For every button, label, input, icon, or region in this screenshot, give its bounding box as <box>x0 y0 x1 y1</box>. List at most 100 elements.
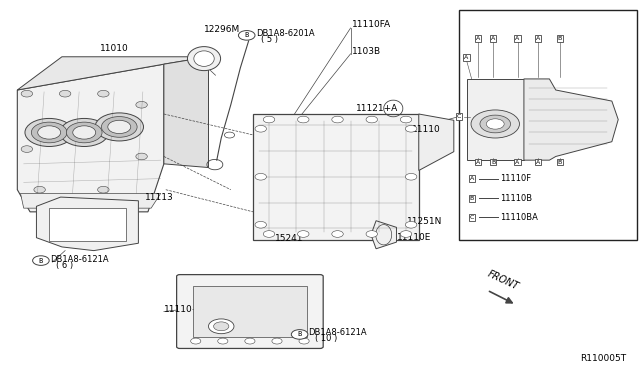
Circle shape <box>366 231 378 237</box>
Circle shape <box>291 330 308 339</box>
Circle shape <box>225 132 235 138</box>
Circle shape <box>38 126 61 139</box>
Text: B: B <box>470 196 474 201</box>
Text: A: A <box>476 36 480 41</box>
Circle shape <box>400 231 412 237</box>
Circle shape <box>21 90 33 97</box>
Polygon shape <box>17 64 164 212</box>
Circle shape <box>471 110 520 138</box>
Text: 11010: 11010 <box>100 44 129 53</box>
Circle shape <box>60 90 71 97</box>
Text: C: C <box>470 215 474 220</box>
Bar <box>459 10 637 240</box>
Circle shape <box>95 113 143 141</box>
Circle shape <box>272 338 282 344</box>
Circle shape <box>366 116 378 123</box>
Polygon shape <box>20 193 161 208</box>
Polygon shape <box>419 114 454 170</box>
Polygon shape <box>17 57 209 90</box>
Circle shape <box>486 119 504 129</box>
Circle shape <box>480 115 511 133</box>
Polygon shape <box>36 197 138 251</box>
Text: B: B <box>557 36 562 41</box>
Circle shape <box>136 102 147 108</box>
Circle shape <box>101 116 137 137</box>
Circle shape <box>136 153 147 160</box>
Text: 11251N: 11251N <box>407 217 443 226</box>
FancyBboxPatch shape <box>177 275 323 349</box>
Text: 11128: 11128 <box>196 314 225 324</box>
Text: A: A <box>536 160 540 164</box>
Circle shape <box>191 338 201 344</box>
Text: 11110E: 11110E <box>396 233 431 242</box>
Circle shape <box>263 116 275 123</box>
Circle shape <box>255 125 266 132</box>
Text: A: A <box>470 176 474 181</box>
Circle shape <box>245 338 255 344</box>
Text: B: B <box>491 160 495 164</box>
Polygon shape <box>371 221 396 249</box>
Text: 11121+A: 11121+A <box>356 104 399 113</box>
Text: DB1A8-6121A: DB1A8-6121A <box>308 328 367 337</box>
Text: A: A <box>476 160 480 164</box>
Text: 11110FA: 11110FA <box>352 20 391 29</box>
Text: B: B <box>298 331 301 337</box>
Text: 11110F: 11110F <box>500 174 531 183</box>
Text: B: B <box>557 160 562 164</box>
Circle shape <box>214 322 229 331</box>
Text: 11012G: 11012G <box>274 133 310 142</box>
Circle shape <box>67 122 102 143</box>
Text: C: C <box>457 114 461 119</box>
FancyBboxPatch shape <box>253 114 419 240</box>
Text: DB1A8-6121A: DB1A8-6121A <box>50 254 108 264</box>
Circle shape <box>299 338 309 344</box>
Circle shape <box>255 173 266 180</box>
Circle shape <box>298 231 309 237</box>
Text: DB1A8-6201A: DB1A8-6201A <box>256 29 315 38</box>
Circle shape <box>31 122 67 143</box>
Circle shape <box>332 116 343 123</box>
Text: A: A <box>515 36 520 41</box>
Circle shape <box>263 231 275 237</box>
Text: 11110B: 11110B <box>500 194 532 203</box>
Circle shape <box>218 338 228 344</box>
Circle shape <box>98 186 109 193</box>
Text: A: A <box>491 36 495 41</box>
Text: ( 5 ): ( 5 ) <box>261 35 278 44</box>
Text: 15241: 15241 <box>275 234 304 243</box>
Circle shape <box>60 118 108 147</box>
FancyBboxPatch shape <box>193 286 307 337</box>
Text: 11113: 11113 <box>145 193 173 202</box>
Circle shape <box>405 173 417 180</box>
Text: ( 10 ): ( 10 ) <box>315 334 337 343</box>
Circle shape <box>98 90 109 97</box>
Circle shape <box>33 256 49 265</box>
Text: R110005T: R110005T <box>580 354 626 363</box>
Text: 1103B: 1103B <box>352 47 381 56</box>
Ellipse shape <box>188 46 221 71</box>
Circle shape <box>400 116 412 123</box>
Circle shape <box>255 221 266 228</box>
Text: 12296M: 12296M <box>204 25 240 34</box>
Circle shape <box>298 116 309 123</box>
Text: B: B <box>244 32 249 38</box>
Circle shape <box>73 126 96 139</box>
FancyBboxPatch shape <box>467 79 524 160</box>
Text: ( 6 ): ( 6 ) <box>56 261 73 270</box>
Text: 11110+A: 11110+A <box>164 305 206 314</box>
Circle shape <box>34 186 45 193</box>
FancyBboxPatch shape <box>49 208 125 241</box>
Text: A: A <box>536 36 540 41</box>
Text: 11128A: 11128A <box>196 290 230 299</box>
Text: 11121: 11121 <box>256 168 285 177</box>
Ellipse shape <box>194 51 214 66</box>
Text: 11110: 11110 <box>412 125 441 134</box>
Circle shape <box>332 231 343 237</box>
Text: FRONT: FRONT <box>486 269 520 292</box>
Polygon shape <box>164 57 209 167</box>
Text: A: A <box>465 55 468 60</box>
Text: 11110BA: 11110BA <box>500 213 538 222</box>
Circle shape <box>25 118 74 147</box>
Text: 11140: 11140 <box>256 158 285 167</box>
Circle shape <box>21 146 33 153</box>
